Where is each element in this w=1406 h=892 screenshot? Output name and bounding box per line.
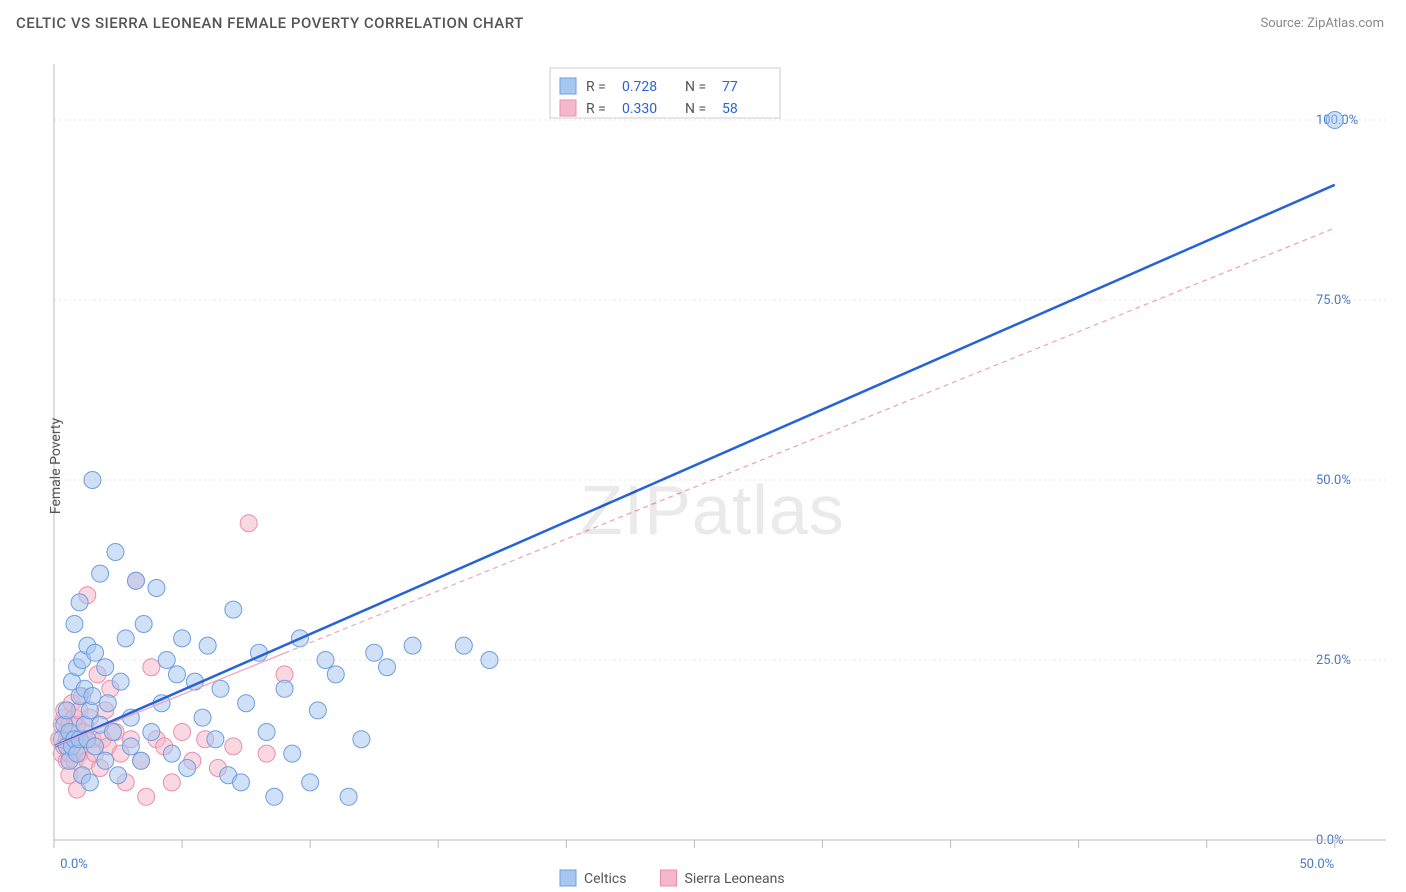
chart-title: CELTIC VS SIERRA LEONEAN FEMALE POVERTY … <box>16 14 524 32</box>
scatter-point <box>174 724 191 741</box>
scatter-point <box>122 738 139 755</box>
scatter-point <box>163 774 180 791</box>
y-tick-label: 75.0% <box>1316 293 1351 308</box>
correlation-legend-box <box>550 68 780 118</box>
scatter-point <box>225 601 242 618</box>
y-tick-label: 25.0% <box>1316 653 1351 668</box>
scatter-point <box>66 616 83 633</box>
scatter-point <box>327 666 344 683</box>
scatter-point <box>379 659 396 676</box>
scatter-point <box>174 630 191 647</box>
scatter-point <box>97 752 114 769</box>
scatter-point <box>112 673 129 690</box>
scatter-point <box>207 731 224 748</box>
legend-swatch <box>661 870 677 886</box>
scatter-point <box>309 702 326 719</box>
scatter-point <box>107 544 124 561</box>
scatter-point <box>302 774 319 791</box>
scatter-point <box>92 565 109 582</box>
scatter-point <box>194 709 211 726</box>
x-tick-label: 50.0% <box>1299 857 1334 872</box>
scatter-point <box>232 774 249 791</box>
scatter-point <box>168 666 185 683</box>
legend-swatch <box>560 78 576 94</box>
scatter-point <box>238 695 255 712</box>
scatter-point <box>481 652 498 669</box>
scatter-point <box>117 630 134 647</box>
y-axis-label: Female Poverty <box>48 418 64 514</box>
scatter-point <box>138 788 155 805</box>
scatter-point <box>404 637 421 654</box>
scatter-point <box>366 644 383 661</box>
scatter-point <box>266 788 283 805</box>
scatter-point <box>143 724 160 741</box>
scatter-point <box>317 652 334 669</box>
scatter-point <box>1326 112 1343 129</box>
correlation-scatter-chart: 0.0%25.0%50.0%75.0%100.0%0.0%50.0%R =0.7… <box>0 40 1406 892</box>
scatter-point <box>258 745 275 762</box>
scatter-point <box>455 637 472 654</box>
scatter-point <box>81 774 98 791</box>
scatter-point <box>158 652 175 669</box>
scatter-point <box>99 695 116 712</box>
legend-n-label: N = <box>685 101 706 117</box>
scatter-point <box>148 580 165 597</box>
legend-r-label: R = <box>586 79 606 95</box>
scatter-point <box>104 724 121 741</box>
legend-swatch <box>560 100 576 116</box>
scatter-point <box>225 738 242 755</box>
legend-n-value: 58 <box>722 101 738 117</box>
scatter-point <box>276 680 293 697</box>
scatter-point <box>353 731 370 748</box>
legend-n-value: 77 <box>722 79 738 95</box>
scatter-point <box>143 659 160 676</box>
scatter-point <box>58 702 75 719</box>
scatter-point <box>97 659 114 676</box>
scatter-point <box>240 515 257 532</box>
legend-r-label: R = <box>586 101 606 117</box>
scatter-point <box>340 788 357 805</box>
trend-line <box>54 185 1335 747</box>
trend-line-extrapolated <box>285 228 1335 653</box>
scatter-point <box>127 572 144 589</box>
scatter-point <box>212 680 229 697</box>
source-attribution: Source: ZipAtlas.com <box>1260 16 1384 31</box>
legend-r-value: 0.330 <box>622 101 657 117</box>
scatter-point <box>86 738 103 755</box>
scatter-point <box>133 752 150 769</box>
legend-series-label: Celtics <box>584 871 626 887</box>
legend-series-label: Sierra Leoneans <box>685 871 785 887</box>
legend-r-value: 0.728 <box>622 79 657 95</box>
scatter-point <box>84 472 101 489</box>
scatter-point <box>71 594 88 611</box>
chart-container: Female Poverty 0.0%25.0%50.0%75.0%100.0%… <box>0 40 1406 892</box>
scatter-point <box>199 637 216 654</box>
scatter-point <box>179 760 196 777</box>
scatter-point <box>110 767 127 784</box>
scatter-point <box>135 616 152 633</box>
legend-n-label: N = <box>685 79 706 95</box>
scatter-point <box>163 745 180 762</box>
legend-swatch <box>560 870 576 886</box>
x-tick-label: 0.0% <box>60 857 88 872</box>
scatter-point <box>284 745 301 762</box>
scatter-point <box>86 644 103 661</box>
scatter-point <box>258 724 275 741</box>
y-tick-label: 50.0% <box>1316 473 1351 488</box>
scatter-point <box>84 688 101 705</box>
